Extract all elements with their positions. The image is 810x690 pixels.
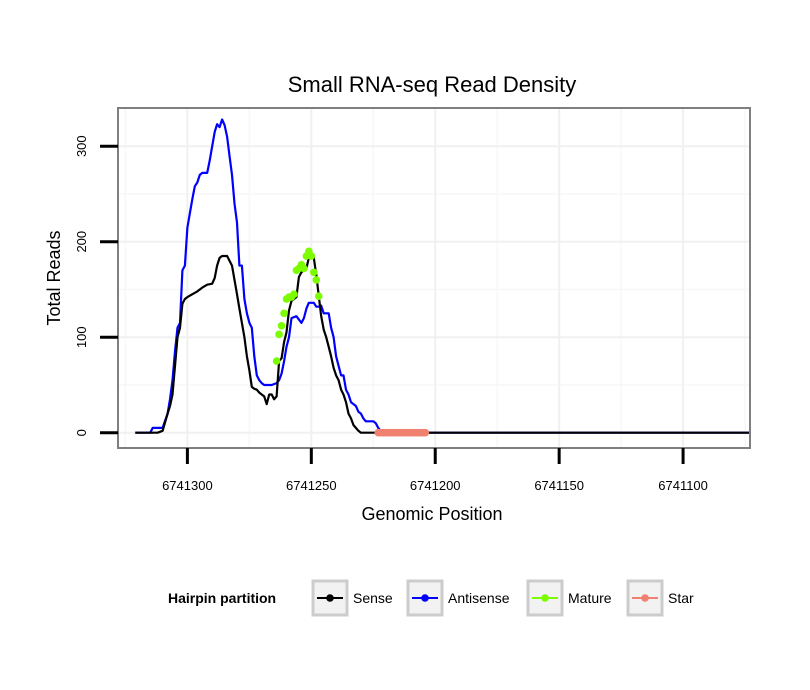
legend-title: Hairpin partition: [168, 590, 276, 606]
x-axis-title: Genomic Position: [361, 504, 502, 524]
series-layer: [135, 118, 750, 437]
y-axis-title: Total Reads: [44, 230, 64, 325]
y-tick-label: 100: [74, 326, 89, 348]
legend-key-point: [326, 594, 334, 602]
series-point-mature: [309, 268, 318, 277]
x-tick-label: 6741200: [410, 478, 461, 493]
legend-label-star: Star: [668, 590, 694, 606]
y-tick-label: 300: [74, 135, 89, 157]
legend: Hairpin partition Sense Antisense Mature St…: [168, 579, 694, 617]
series-point-mature: [312, 276, 321, 284]
legend-key-point: [641, 594, 649, 602]
series-point-mature: [277, 321, 286, 330]
series-line-antisense: [135, 118, 750, 434]
series-point-mature: [275, 330, 283, 339]
grid: [118, 108, 750, 448]
series-point-mature: [290, 290, 298, 299]
y-axis: 0 100 200 300: [74, 135, 118, 436]
series-point-mature: [272, 357, 281, 365]
x-axis: 6741300 6741250 6741200 6741150 6741100: [162, 448, 708, 493]
series-point-mature: [314, 292, 323, 300]
series-point-mature: [300, 264, 308, 273]
y-tick-label: 200: [74, 231, 89, 253]
legend-label-mature: Mature: [568, 590, 612, 606]
legend-key-point: [541, 594, 549, 602]
plot-panel: [118, 108, 750, 448]
series-point-mature: [280, 309, 288, 318]
y-tick-label: 0: [74, 429, 89, 436]
x-tick-label: 6741300: [162, 478, 213, 493]
legend-label-antisense: Antisense: [448, 590, 510, 606]
series-line-sense: [135, 252, 750, 434]
legend-label-sense: Sense: [353, 590, 393, 606]
series-point-mature: [307, 252, 316, 260]
x-tick-label: 6741100: [658, 478, 708, 493]
legend-key-point: [421, 594, 429, 602]
x-tick-label: 6741250: [286, 478, 337, 493]
series-point-star: [421, 428, 430, 437]
chart-title: Small RNA-seq Read Density: [288, 72, 577, 97]
x-tick-label: 6741150: [534, 478, 584, 493]
